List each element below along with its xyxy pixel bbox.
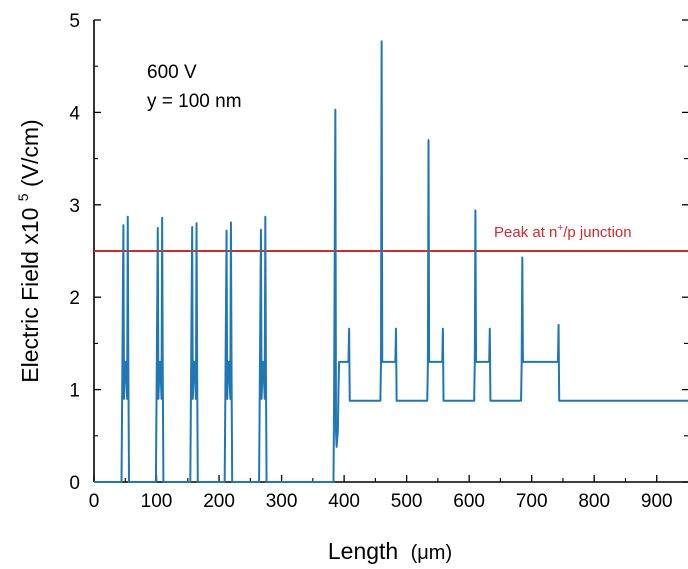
reference-label-suffix: /p junction	[563, 224, 631, 241]
x-tick-label: 700	[516, 491, 548, 512]
y-tick-label: 4	[69, 103, 80, 124]
y-tick-label: 0	[69, 473, 80, 494]
y-tick-label: 2	[69, 288, 80, 309]
y-tick-label: 3	[69, 196, 80, 217]
x-tick-label: 800	[578, 491, 610, 512]
x-tick-label: 900	[641, 491, 673, 512]
y-axis-title-exponent: 5	[15, 193, 31, 201]
y-tick-labels: 0 1 2 3 4 5	[69, 11, 80, 494]
x-tick-label: 200	[203, 491, 235, 512]
y-tick-label: 5	[69, 11, 80, 32]
x-tick-label: 600	[453, 491, 485, 512]
y-axis-title-unit: (V/cm)	[17, 119, 43, 187]
reference-line-label: Peak at n+/p junction	[494, 223, 632, 241]
x-tick-label: 500	[391, 491, 423, 512]
x-axis-title-text: Length	[328, 538, 398, 564]
x-tick-label: 0	[89, 491, 100, 512]
series-group	[94, 40, 688, 483]
x-axis-title: Length (μm)	[328, 538, 452, 564]
reference-label-prefix: Peak at n	[494, 224, 557, 241]
x-tick-label: 400	[328, 491, 360, 512]
reference-line-group: Peak at n+/p junction	[94, 223, 688, 252]
position-annotation: y = 100 nm	[147, 91, 242, 112]
x-tick-labels: 0 100 200 300 400 500 600 700 800 900	[89, 491, 673, 512]
y-axis-title-prefix: Electric Field x10	[17, 208, 43, 383]
y-tick-label: 1	[69, 381, 80, 402]
y-axis-title: Electric Field x10 5 (V/cm)	[7, 119, 43, 382]
voltage-annotation: 600 V	[147, 62, 197, 83]
x-axis-title-unit: (μm)	[411, 542, 453, 564]
x-tick-label: 300	[266, 491, 298, 512]
series-line-0	[94, 40, 688, 483]
x-tick-label: 100	[141, 491, 173, 512]
reference-label-superscript: +	[557, 223, 563, 234]
